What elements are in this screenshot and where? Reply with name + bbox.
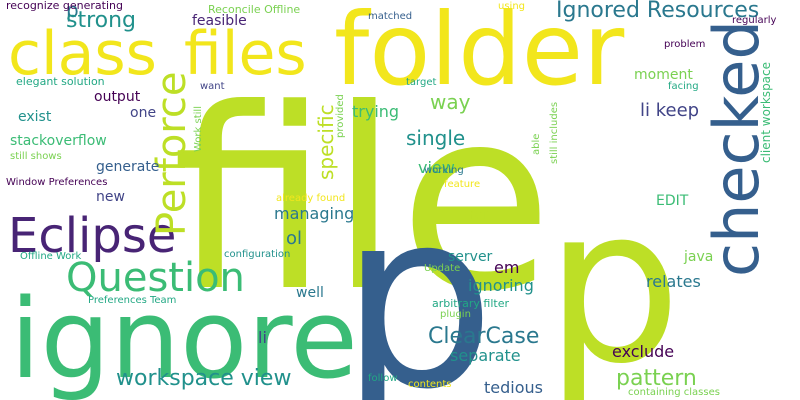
word-recognize-generating: recognize generating <box>6 0 123 12</box>
word-ignoring: ignoring <box>468 276 534 295</box>
word-edit: EDIT <box>656 193 689 209</box>
word-plugin: plugin <box>440 309 471 320</box>
word-well: well <box>296 285 324 301</box>
word-offline-work: Offline Work <box>20 251 82 262</box>
word-view: view <box>418 158 455 177</box>
word-way: way <box>430 90 471 114</box>
word-file: file <box>172 55 553 346</box>
word-class: class <box>8 19 157 89</box>
word-question: Question <box>66 255 245 301</box>
word-still-shows: still shows <box>10 151 62 162</box>
word-strong: strong <box>66 8 137 33</box>
word-href: href <box>460 207 488 223</box>
word-moment: moment <box>634 67 693 83</box>
word-separate: separate <box>450 346 521 365</box>
word-perforce: Perforce <box>149 71 195 236</box>
word-contents: contents <box>408 379 452 390</box>
word-generate: generate <box>96 159 160 175</box>
word-new: new <box>96 189 125 205</box>
word-folder: folder <box>334 0 625 108</box>
word-client-workspace: client workspace <box>759 61 773 163</box>
word-already-found: already found <box>276 193 346 204</box>
word-clearcase: ClearCase <box>428 324 540 349</box>
word-working: working <box>424 165 464 176</box>
word-ignore: ignore <box>10 275 358 400</box>
word-li-keep: li keep <box>640 100 700 121</box>
word-window-preferences: Window Preferences <box>6 177 108 188</box>
word-li: li <box>258 328 267 347</box>
word-p: p <box>340 158 496 400</box>
word-tedious: tedious <box>484 378 543 397</box>
word-specific: specific <box>314 104 338 180</box>
word-elegant-solution: elegant solution <box>16 75 105 88</box>
word-files: files <box>184 19 307 89</box>
word-em: em <box>494 258 520 277</box>
word-able: able <box>531 133 542 155</box>
word-facing: facing <box>668 81 699 92</box>
word-problem: problem <box>664 39 706 50</box>
word-workspace-view: workspace view <box>116 366 292 391</box>
word-provided: provided <box>335 94 346 138</box>
word-server: server <box>448 249 493 265</box>
word-one: one <box>130 105 157 121</box>
word-single: single <box>406 126 466 150</box>
word-feasible: feasible <box>192 13 247 29</box>
word-update: Update <box>424 263 461 274</box>
word-output: output <box>94 89 141 105</box>
word-trying: trying <box>352 102 400 121</box>
word-stackoverflow: stackoverflow <box>10 133 107 149</box>
word-follow: follow <box>368 373 398 384</box>
word-managing: managing <box>274 204 355 223</box>
word-pattern: pattern <box>616 366 697 391</box>
word-matched: matched <box>368 11 413 22</box>
word-java: java <box>684 249 714 265</box>
word-eclipse: Eclipse <box>8 208 177 264</box>
word-arbitrary-filter: arbitrary filter <box>432 297 509 310</box>
word-relates: relates <box>646 272 701 291</box>
word-ignored-resources: Ignored Resources <box>556 0 760 23</box>
word-still-includes: still includes <box>549 101 560 164</box>
word-regularly: regularly <box>732 15 777 26</box>
word-p-3: p <box>66 0 79 22</box>
word-reconcile-offline: Reconcile Offline <box>208 3 301 16</box>
word-want: want <box>200 81 225 92</box>
word-exclude: exclude <box>612 342 675 361</box>
word-ol: ol <box>286 228 303 249</box>
word-using: using <box>498 1 526 12</box>
word-exist: exist <box>18 109 52 125</box>
word-p-2: p <box>545 160 682 400</box>
word-feature: feature <box>444 179 481 190</box>
word-preferences-team: Preferences Team <box>88 295 177 306</box>
word-containing-classes: containing classes <box>628 387 720 398</box>
word-target: target <box>406 77 437 88</box>
word-work-still: Work still <box>193 106 204 152</box>
word-configuration: configuration <box>224 249 291 260</box>
